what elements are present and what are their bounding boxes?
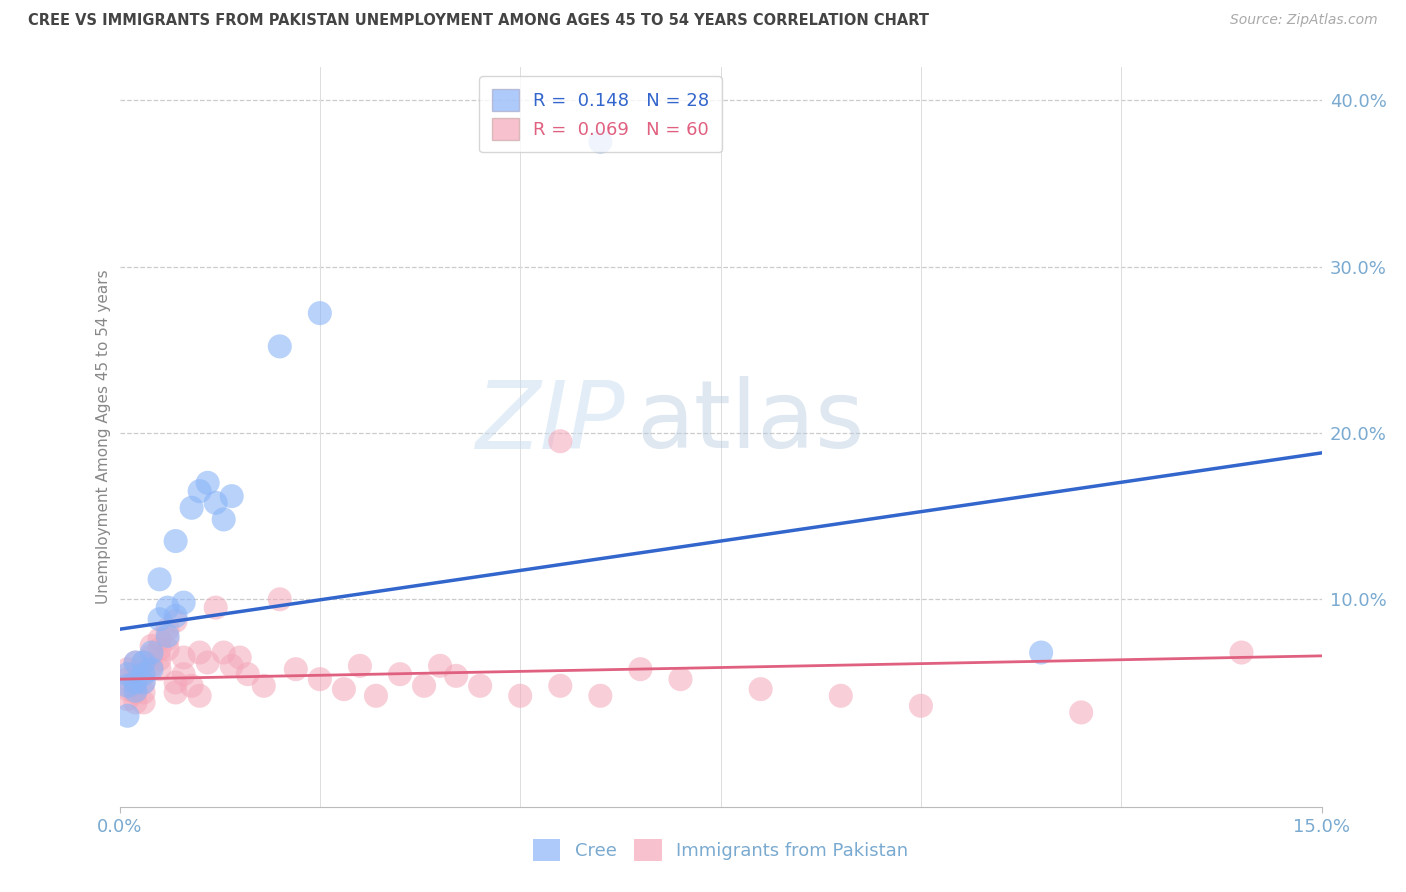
Point <box>669 672 692 686</box>
Point <box>1230 646 1253 660</box>
Point <box>156 629 179 643</box>
Point <box>468 679 492 693</box>
Point <box>589 135 612 149</box>
Point <box>333 682 356 697</box>
Point <box>124 695 146 709</box>
Point <box>204 496 226 510</box>
Point <box>141 658 163 673</box>
Point <box>141 639 163 653</box>
Point <box>269 592 291 607</box>
Point <box>124 685 146 699</box>
Point <box>236 667 259 681</box>
Point <box>413 679 436 693</box>
Point <box>132 656 155 670</box>
Point <box>429 658 451 673</box>
Point <box>156 632 179 647</box>
Point <box>156 600 179 615</box>
Point <box>173 650 195 665</box>
Text: Source: ZipAtlas.com: Source: ZipAtlas.com <box>1230 13 1378 28</box>
Point <box>188 689 211 703</box>
Text: CREE VS IMMIGRANTS FROM PAKISTAN UNEMPLOYMENT AMONG AGES 45 TO 54 YEARS CORRELAT: CREE VS IMMIGRANTS FROM PAKISTAN UNEMPLO… <box>28 13 929 29</box>
Point <box>124 656 146 670</box>
Point <box>149 612 172 626</box>
Point <box>149 652 172 666</box>
Point <box>117 708 139 723</box>
Point <box>124 675 146 690</box>
Point <box>149 572 172 586</box>
Point <box>228 650 252 665</box>
Point <box>204 600 226 615</box>
Point <box>165 534 187 549</box>
Point <box>253 679 276 693</box>
Point <box>117 682 139 697</box>
Point <box>124 675 146 690</box>
Text: atlas: atlas <box>637 376 865 468</box>
Point <box>349 658 371 673</box>
Point <box>132 695 155 709</box>
Point <box>132 656 155 670</box>
Point <box>180 679 202 693</box>
Legend: Cree, Immigrants from Pakistan: Cree, Immigrants from Pakistan <box>522 829 920 872</box>
Point <box>309 672 332 686</box>
Point <box>149 662 172 676</box>
Point <box>165 614 187 628</box>
Point <box>188 646 211 660</box>
Point <box>388 667 412 681</box>
Point <box>124 665 146 680</box>
Point <box>132 675 155 690</box>
Point <box>197 475 219 490</box>
Point <box>132 675 155 690</box>
Point <box>550 679 572 693</box>
Point <box>197 656 219 670</box>
Point <box>830 689 852 703</box>
Point <box>364 689 387 703</box>
Point <box>1029 646 1052 660</box>
Point <box>509 689 531 703</box>
Point <box>1070 706 1092 720</box>
Point <box>173 667 195 681</box>
Point <box>749 682 772 697</box>
Point <box>117 692 139 706</box>
Point <box>165 685 187 699</box>
Point <box>630 662 652 676</box>
Point <box>284 662 307 676</box>
Text: ZIP: ZIP <box>475 376 624 467</box>
Point <box>444 669 467 683</box>
Point <box>141 662 163 676</box>
Point <box>117 662 139 676</box>
Point <box>188 484 211 499</box>
Point <box>212 512 235 526</box>
Point <box>589 689 612 703</box>
Point <box>309 306 332 320</box>
Point <box>221 658 243 673</box>
Point <box>156 622 179 636</box>
Point <box>221 489 243 503</box>
Point <box>117 679 139 693</box>
Point <box>165 675 187 690</box>
Point <box>269 339 291 353</box>
Point <box>141 646 163 660</box>
Y-axis label: Unemployment Among Ages 45 to 54 years: Unemployment Among Ages 45 to 54 years <box>96 269 111 605</box>
Point <box>550 434 572 449</box>
Point <box>132 665 155 680</box>
Point <box>132 685 155 699</box>
Point <box>165 609 187 624</box>
Point <box>156 642 179 657</box>
Point <box>149 642 172 657</box>
Point <box>117 667 139 681</box>
Point <box>910 698 932 713</box>
Point <box>141 648 163 663</box>
Point <box>180 500 202 515</box>
Point <box>124 656 146 670</box>
Point <box>132 667 155 681</box>
Point <box>212 646 235 660</box>
Point <box>149 632 172 647</box>
Point <box>124 683 146 698</box>
Point <box>173 596 195 610</box>
Point <box>117 672 139 686</box>
